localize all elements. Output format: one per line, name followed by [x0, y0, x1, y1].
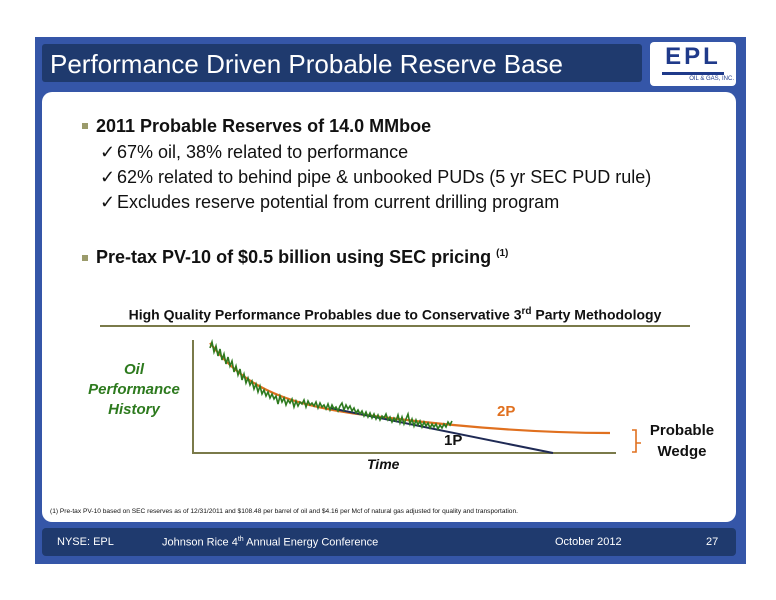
- chart-title-sup: rd: [521, 306, 532, 317]
- probable-wedge-bracket: [632, 429, 641, 453]
- series-oil-history: [209, 338, 453, 431]
- sub-bullet-text: Excludes reserve potential from current …: [117, 192, 560, 212]
- logo-underline: [662, 72, 724, 75]
- bullet-square-icon: [82, 123, 88, 129]
- epl-logo: EPL OIL & GAS, INC.: [650, 42, 736, 86]
- wedge-label-line: Wedge: [657, 443, 707, 460]
- checkmark-icon: ✓: [100, 142, 116, 162]
- footer-event-pre: Johnson Rice 4: [162, 536, 238, 549]
- series-2p-label: 2P: [497, 403, 516, 420]
- sub-bullet-drilling: ✓ Excludes reserve potential from current…: [100, 192, 559, 213]
- wedge-label-line: Probable: [649, 422, 715, 439]
- footer-event: Johnson Rice 4th Annual Energy Conferenc…: [162, 536, 378, 549]
- probable-wedge-label: Probable Wedge: [642, 420, 722, 462]
- logo-subtext: OIL & GAS, INC.: [689, 76, 734, 82]
- footer-event-sup: th: [237, 536, 244, 543]
- chart-title-post: Party Methodology: [531, 306, 662, 323]
- footer-event-post: Annual Energy Conference: [243, 536, 379, 549]
- footnote: (1) Pre-tax PV-10 based on SEC reserves …: [50, 508, 518, 515]
- footer-ticker: NYSE: EPL: [57, 536, 114, 548]
- sub-bullet-oil: ✓ 67% oil, 38% related to performance: [100, 142, 408, 163]
- chart-title: High Quality Performance Probables due t…: [100, 306, 690, 323]
- chart-title-underline: [100, 325, 690, 327]
- bullet-pv10: Pre-tax PV-10 of $0.5 billion using SEC …: [96, 247, 508, 268]
- bullet-pv10-footnote-ref: (1): [496, 248, 509, 259]
- footer-page-number: 27: [706, 536, 719, 548]
- checkmark-icon: ✓: [100, 192, 116, 212]
- chart-x-label: Time: [367, 456, 400, 472]
- series-1p-label: 1P: [444, 432, 463, 449]
- chart-title-pre: High Quality Performance Probables due t…: [128, 306, 522, 323]
- slide-title: Performance Driven Probable Reserve Base: [50, 49, 564, 79]
- bullet-probable-reserves: 2011 Probable Reserves of 14.0 MMboe: [96, 116, 432, 136]
- sub-bullet-text: 62% related to behind pipe & unbooked PU…: [117, 167, 652, 187]
- chart-y-label: Oil Performance History: [72, 360, 196, 420]
- logo-text: EPL: [665, 43, 721, 70]
- footer-date: October 2012: [555, 536, 622, 548]
- title-bar: [42, 44, 642, 82]
- y-label-line: Oil: [123, 361, 144, 378]
- checkmark-icon: ✓: [100, 167, 116, 187]
- bullet-pv10-text: Pre-tax PV-10 of $0.5 billion using SEC …: [96, 247, 492, 267]
- y-label-line: History: [108, 401, 160, 418]
- content-panel: [42, 92, 736, 522]
- sub-bullet-pud: ✓ 62% related to behind pipe & unbooked P…: [100, 167, 651, 188]
- y-label-line: Performance: [88, 381, 180, 398]
- footer-bar: [42, 528, 736, 556]
- sub-bullet-text: 67% oil, 38% related to performance: [117, 142, 409, 162]
- series-2p-line: [209, 342, 611, 435]
- bullet-square-icon: [82, 255, 88, 261]
